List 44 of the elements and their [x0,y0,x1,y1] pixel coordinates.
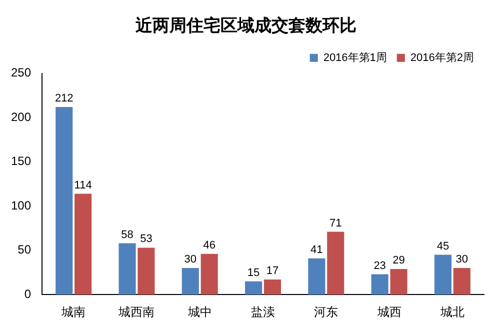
bar [74,194,92,295]
bar [245,281,262,295]
data-label: 30 [456,254,468,266]
legend-label: 2016年第1周 [323,52,387,64]
x-tick-label: 城西南 [118,305,155,320]
chart-title: 近两周住宅区域成交套数环比 [134,16,356,35]
data-label: 212 [54,92,74,105]
data-label: 15 [247,266,260,279]
data-label: 58 [121,228,134,241]
bar [390,268,408,295]
bar [56,107,73,295]
x-tick-label: 城西 [376,305,402,320]
bar [264,280,282,295]
data-label: 29 [392,254,405,266]
y-tick-label: 50 [18,242,32,257]
x-tick-label: 城南 [60,305,86,320]
data-label: 114 [74,179,92,192]
data-label: 53 [140,233,152,246]
data-label: 71 [329,217,342,230]
bar [118,243,136,295]
bar [371,274,388,295]
bar [200,254,218,295]
bar [138,248,155,295]
bar [182,268,199,295]
y-tick-label: 0 [24,286,32,301]
x-tick-label: 城北 [439,305,464,320]
bar [434,254,452,295]
x-tick-label: 盐渎 [251,305,276,320]
y-tick-label: 150 [10,154,32,168]
bar [327,232,344,295]
y-tick-label: 100 [10,198,32,212]
data-label: 23 [374,260,386,272]
x-tick-label: 河东 [314,305,338,320]
legend-label: 2016年第2周 [410,52,474,64]
bar [453,268,470,295]
bar [308,258,326,295]
data-label: 41 [310,244,323,256]
data-label: 30 [184,254,197,266]
data-label: 45 [436,240,450,252]
y-tick-label: 250 [10,66,32,80]
data-label: 17 [266,265,279,278]
x-tick-label: 城中 [186,305,212,320]
data-label: 46 [203,239,216,252]
y-tick-label: 200 [10,110,32,124]
